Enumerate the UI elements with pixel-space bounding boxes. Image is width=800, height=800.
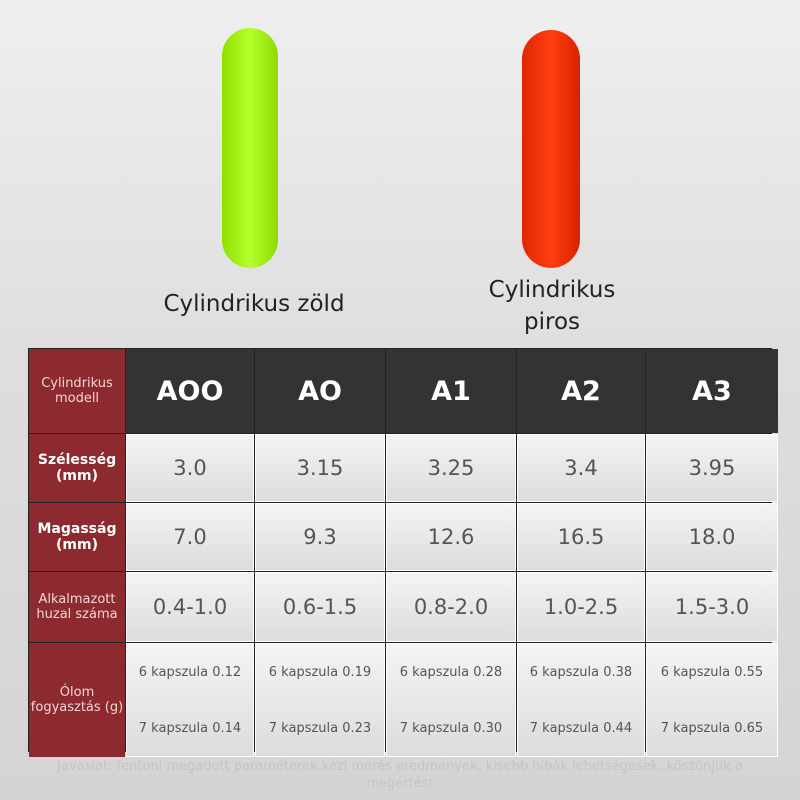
table-cell: 16.5 bbox=[517, 503, 645, 571]
table-cell: 0.8-2.0 bbox=[386, 572, 516, 642]
row-header: Alkalmazott huzal száma bbox=[29, 572, 125, 642]
table-cell: 6 kapszula 0.38 7 kapszula 0.44 bbox=[517, 643, 645, 757]
table-cell: 18.0 bbox=[646, 503, 778, 571]
footer-note: Javaslat: fentoni megadott paraméterek k… bbox=[57, 759, 743, 791]
table-cell: 3.25 bbox=[386, 434, 516, 502]
cell-line: 6 kapszula 0.12 bbox=[138, 664, 242, 680]
spec-table: Cylindrikus modell AOO AO A1 A2 A3 Szélesség (… bbox=[28, 348, 778, 757]
table-cell: 1.0-2.5 bbox=[517, 572, 645, 642]
row-header: Ólom fogyasztás (g) bbox=[29, 643, 125, 757]
table-cell: 12.6 bbox=[386, 503, 516, 571]
table-cell: 3.4 bbox=[517, 434, 645, 502]
table-cell: 9.3 bbox=[255, 503, 385, 571]
product-label: Cylindrikus piros bbox=[488, 277, 616, 335]
product-label: Cylindrikus zöld bbox=[163, 291, 345, 317]
red-float bbox=[522, 30, 580, 268]
green-float bbox=[222, 28, 278, 268]
column-header: A3 bbox=[646, 349, 778, 433]
cell-line: 7 kapszula 0.23 bbox=[268, 720, 372, 736]
row-header: Cylindrikus modell bbox=[29, 349, 125, 433]
table-cell: 1.5-3.0 bbox=[646, 572, 778, 642]
column-header: A1 bbox=[386, 349, 516, 433]
table-cell: 6 kapszula 0.28 7 kapszula 0.30 bbox=[386, 643, 516, 757]
cell-line: 7 kapszula 0.44 bbox=[529, 720, 633, 736]
table-cell: 3.0 bbox=[126, 434, 254, 502]
column-header: AO bbox=[255, 349, 385, 433]
table-cell: 3.95 bbox=[646, 434, 778, 502]
table-cell: 6 kapszula 0.12 7 kapszula 0.14 bbox=[126, 643, 254, 757]
table-cell: 3.15 bbox=[255, 434, 385, 502]
column-header: A2 bbox=[517, 349, 645, 433]
table-cell: 6 kapszula 0.55 7 kapszula 0.65 bbox=[646, 643, 778, 757]
column-header: AOO bbox=[126, 349, 254, 433]
cell-line: 6 kapszula 0.19 bbox=[268, 664, 372, 680]
row-header: Szélesség (mm) bbox=[29, 434, 125, 502]
table-cell: 0.4-1.0 bbox=[126, 572, 254, 642]
cell-line: 7 kapszula 0.65 bbox=[660, 720, 764, 736]
cell-line: 6 kapszula 0.38 bbox=[529, 664, 633, 680]
table-cell: 6 kapszula 0.19 7 kapszula 0.23 bbox=[255, 643, 385, 757]
table-cell: 7.0 bbox=[126, 503, 254, 571]
cell-line: 6 kapszula 0.28 bbox=[399, 664, 503, 680]
cell-line: 7 kapszula 0.30 bbox=[399, 720, 503, 736]
table-cell: 0.6-1.5 bbox=[255, 572, 385, 642]
row-header: Magasság (mm) bbox=[29, 503, 125, 571]
cell-line: 6 kapszula 0.55 bbox=[660, 664, 764, 680]
cell-line: 7 kapszula 0.14 bbox=[138, 720, 242, 736]
